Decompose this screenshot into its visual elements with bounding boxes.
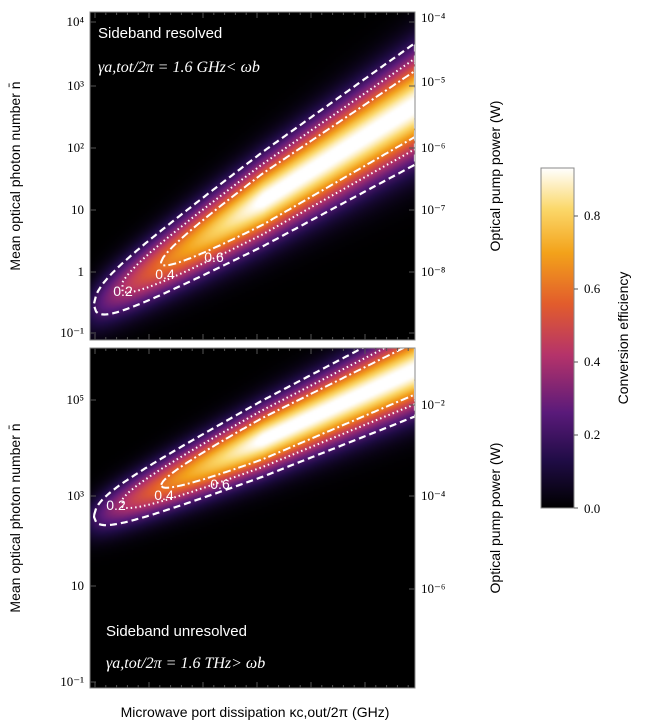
y-right-tick-label: 10⁻⁴ [421, 488, 446, 503]
heatmap-top [90, 12, 415, 340]
y-tick-label: 10⁴ [66, 14, 84, 29]
contour-label-0.6-top: 0.6 [204, 249, 224, 265]
condition-text-bottom: γa,tot/2π = 1.6 THz> ωb [106, 655, 265, 672]
frame-bottom [89, 347, 416, 689]
tick-marks [90, 12, 415, 688]
y-tick-label: 10⁻¹ [60, 325, 84, 340]
y-axis-label-top: Mean optical photon number n̄ [7, 81, 23, 270]
contour-0.4-top [121, 57, 415, 294]
panel-top: Sideband resolved γa,tot/2π = 1.6 GHz< ω… [7, 10, 503, 341]
contour-0.2-bottom [93, 348, 415, 527]
y-right-tick-label: 10⁻⁸ [421, 264, 446, 279]
colorbar-tick-label: 0.6 [584, 281, 601, 296]
contour-label-0.4-bottom: 0.4 [154, 487, 174, 503]
y-right-tick-label: 10⁻⁶ [421, 581, 445, 596]
annotation-bottom: Sideband unresolved [106, 623, 247, 640]
panel-bottom: Sideband unresolved γa,tot/2π = 1.6 THz>… [7, 347, 503, 720]
colorbar-tick-label: 0.2 [584, 427, 600, 442]
y-right-axis-label-top: Optical pump power (W) [487, 101, 503, 252]
y-tick-label: 10³ [67, 488, 84, 503]
contour-0.4-bottom [121, 348, 415, 510]
y-tick-label: 10² [67, 140, 84, 155]
condition-text-top: γa,tot/2π = 1.6 GHz< ωb [98, 59, 260, 76]
y-right-axis-label-bottom: Optical pump power (W) [487, 443, 503, 594]
contour-label-0.4-top: 0.4 [155, 266, 175, 282]
contour-label-0.6-bottom: 0.6 [210, 476, 230, 492]
y-tick-label: 10⁵ [66, 392, 84, 407]
contour-label-0.2-top: 0.2 [113, 283, 133, 299]
heatmap-image-top [90, 12, 415, 340]
colorbar-tick-label: 0.4 [584, 354, 601, 369]
y-tick-label: 10³ [67, 78, 84, 93]
y-right-tick-label: 10⁻² [421, 397, 445, 412]
y-tick-label: 10 [71, 202, 84, 217]
colorbar-bar [540, 167, 575, 509]
colorbar: 0.0 0.2 0.4 0.6 0.8 Conversion efficienc… [540, 167, 631, 516]
x-axis-label: Microwave port dissipation κc,out/2π (GH… [121, 704, 390, 720]
heatmap-bottom [90, 348, 415, 688]
y-tick-label: 1 [78, 264, 85, 279]
y-right-tick-label: 10⁻⁴ [421, 10, 446, 25]
y-tick-label: 10 [71, 578, 84, 593]
annotation-top: Sideband resolved [98, 25, 222, 42]
colorbar-tick-label: 0.8 [584, 208, 600, 223]
y-right-tick-label: 10⁻⁷ [421, 202, 445, 217]
contour-0.2-top [93, 41, 415, 316]
colorbar-tick-label: 0.0 [584, 501, 600, 516]
y-right-tick-label: 10⁻⁵ [421, 74, 445, 89]
contour-0.6-bottom [160, 348, 415, 489]
contour-label-0.2-bottom: 0.2 [106, 497, 126, 513]
colorbar-label: Conversion efficiency [615, 272, 631, 405]
y-right-tick-label: 10⁻⁶ [421, 140, 445, 155]
y-tick-label: 10⁻¹ [60, 674, 84, 689]
y-axis-label-bottom: Mean optical photon number n̄ [7, 423, 23, 612]
frame-top [89, 11, 416, 341]
contour-0.6-top [160, 69, 415, 267]
